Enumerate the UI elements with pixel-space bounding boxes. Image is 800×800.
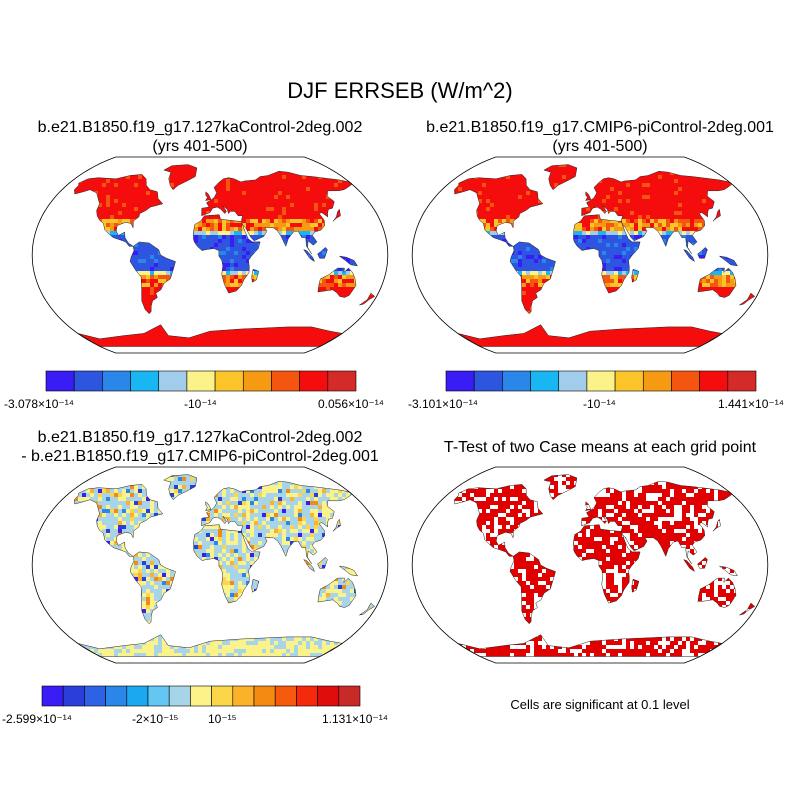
panel-3-colorbar-label-1: -2.599×10⁻¹⁴ (2, 712, 72, 726)
coastlines (74, 474, 376, 657)
colorbar-box-2 (62, 685, 85, 707)
panel-3-title-line1: b.e21.B1850.f19_g17.127kaControl-2deg.00… (37, 429, 363, 446)
coastlines (454, 474, 756, 657)
coastlines (74, 164, 376, 347)
panel-1-title-line2: (yrs 401-500) (152, 138, 248, 155)
colorbar-box-10 (699, 370, 729, 392)
panel-4-title-line1: T-Test of two Case means at each grid po… (443, 439, 757, 456)
colorbar-box-5 (158, 370, 188, 392)
significance-note: Cells are significant at 0.1 level (510, 697, 690, 712)
panel-4-title: T-Test of two Case means at each grid po… (400, 438, 800, 457)
colorbar-box-4 (530, 370, 560, 392)
panel-1-map (31, 156, 389, 354)
colorbar-box-11 (327, 370, 357, 392)
colorbar-box-1 (445, 370, 475, 392)
panel-2-colorbar-label-mid: -10⁻¹⁴ (583, 397, 616, 411)
panel-1-colorbar-label-max: 0.056×10⁻¹⁴ (318, 397, 384, 411)
map-boundary (411, 156, 769, 354)
colorbar-box-11 (253, 685, 276, 707)
colorbar-box-2 (473, 370, 503, 392)
panel-2-title: b.e21.B1850.f19_g17.CMIP6-piControl-2deg… (400, 118, 800, 156)
main-title: DJF ERRSEB (W/m^2) (287, 78, 513, 103)
colorbar-box-6 (586, 370, 616, 392)
panel-2-map (411, 156, 769, 354)
colorbar-box-6 (186, 370, 216, 392)
panel-2-colorbar-label-min: -3.101×10⁻¹⁴ (408, 397, 478, 411)
panel-1-title: b.e21.B1850.f19_g17.127kaControl-2deg.00… (0, 118, 400, 156)
panel-2-title-line1: b.e21.B1850.f19_g17.CMIP6-piControl-2deg… (426, 119, 774, 136)
panel-3-colorbar-label-4: 1.131×10⁻¹⁴ (322, 712, 388, 726)
colorbar-box-3 (502, 370, 531, 392)
colorbar-box-4 (105, 685, 128, 707)
map-boundary (31, 466, 389, 664)
colorbar-box-8 (190, 685, 212, 707)
panel-3-title-line2: - b.e21.B1850.f19_g17.CMIP6-piControl-2d… (21, 448, 379, 465)
panel-3-title: b.e21.B1850.f19_g17.127kaControl-2deg.00… (0, 428, 400, 466)
colorbar-box-10 (232, 685, 255, 707)
coastlines (454, 164, 756, 347)
colorbar-box-13 (296, 685, 318, 707)
panel-4-map (411, 466, 769, 664)
map-boundary (411, 466, 769, 664)
panel-1-title-line1: b.e21.B1850.f19_g17.127kaControl-2deg.00… (37, 119, 363, 136)
colorbar-box-10 (299, 370, 329, 392)
colorbar-box-8 (642, 370, 672, 392)
colorbar-box-5 (558, 370, 588, 392)
panel-3-colorbar-label-2: -2×10⁻¹⁵ (132, 712, 179, 726)
colorbar-box-11 (727, 370, 757, 392)
colorbar-box-7 (168, 685, 191, 707)
panel-3-colorbar-label-3: 10⁻¹⁵ (208, 712, 237, 726)
colorbar-box-2 (73, 370, 103, 392)
colorbar-box-4 (130, 370, 160, 392)
colorbar-box-12 (274, 685, 297, 707)
colorbar-box-3 (102, 370, 131, 392)
colorbar-box-7 (614, 370, 644, 392)
colorbar-box-5 (126, 685, 149, 707)
panel-2-title-line2: (yrs 401-500) (552, 138, 648, 155)
colorbar-box-8 (242, 370, 272, 392)
colorbar-box-9 (211, 685, 234, 707)
colorbar-box-3 (84, 685, 106, 707)
colorbar-box-15 (338, 685, 361, 707)
colorbar-box-9 (271, 370, 300, 392)
colorbar-box-1 (45, 370, 75, 392)
colorbar-box-1 (41, 685, 64, 707)
panel-2-colorbar-label-max: 1.441×10⁻¹⁴ (718, 397, 784, 411)
map-boundary (31, 156, 389, 354)
panel-2-colorbar (445, 370, 757, 392)
colorbar-box-9 (671, 370, 700, 392)
panel-1-colorbar (45, 370, 357, 392)
colorbar-box-14 (317, 685, 340, 707)
colorbar-box-7 (214, 370, 244, 392)
colorbar-box-6 (147, 685, 170, 707)
panel-3-colorbar (41, 685, 361, 707)
panel-1-colorbar-label-mid: -10⁻¹⁴ (184, 397, 217, 411)
panel-1-colorbar-label-min: -3.078×10⁻¹⁴ (4, 397, 74, 411)
panel-3-map (31, 466, 389, 664)
